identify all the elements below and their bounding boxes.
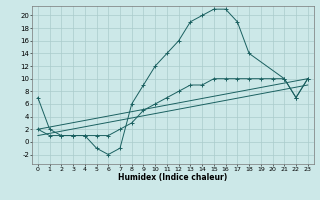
X-axis label: Humidex (Indice chaleur): Humidex (Indice chaleur) [118,173,228,182]
